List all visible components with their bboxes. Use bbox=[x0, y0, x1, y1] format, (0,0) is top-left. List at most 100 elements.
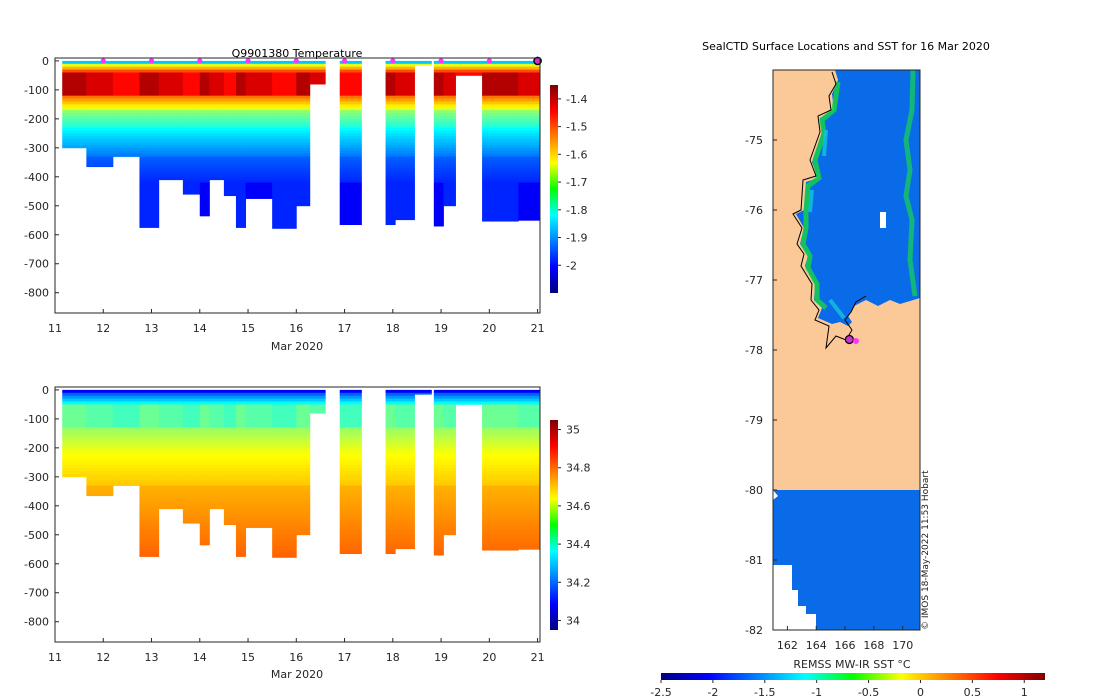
profile-cell bbox=[518, 505, 541, 510]
profile-cell bbox=[245, 439, 273, 443]
sst-colorbar-tick-label: 0 bbox=[917, 686, 924, 699]
profile-cell bbox=[433, 89, 444, 94]
profile-cell bbox=[433, 113, 444, 117]
profile-cell bbox=[482, 453, 519, 457]
profile-cell bbox=[235, 89, 247, 94]
profile-cell bbox=[86, 433, 114, 437]
profile-cell bbox=[86, 473, 114, 478]
profile-cell bbox=[139, 107, 160, 111]
profile-cell bbox=[433, 78, 444, 82]
profile-cell bbox=[182, 95, 201, 99]
profile-cell bbox=[296, 63, 311, 68]
profile-cell bbox=[158, 404, 184, 408]
profile-cell bbox=[385, 552, 396, 555]
profile-cell bbox=[339, 482, 362, 486]
profile-cell bbox=[223, 494, 237, 498]
profile-cell bbox=[296, 404, 311, 408]
profile-cell bbox=[385, 479, 396, 484]
profile-cell bbox=[309, 72, 326, 76]
profile-cell bbox=[296, 156, 311, 160]
profile-cell bbox=[112, 107, 140, 111]
profile-cell bbox=[433, 546, 444, 550]
profile-cell bbox=[339, 150, 362, 155]
profile-cell bbox=[272, 444, 297, 449]
profile-cell bbox=[158, 176, 184, 181]
profile-cell bbox=[223, 415, 237, 420]
profile-cell bbox=[158, 150, 184, 155]
profile-cell bbox=[339, 418, 362, 423]
profile-cell bbox=[182, 162, 201, 166]
profile-cell bbox=[182, 133, 201, 137]
profile-cell bbox=[199, 208, 210, 212]
profile-cell bbox=[182, 500, 201, 504]
profile-cell bbox=[158, 165, 184, 169]
profile-cell bbox=[86, 427, 114, 431]
profile-cell bbox=[62, 113, 87, 117]
profile-cell bbox=[182, 436, 201, 440]
profile-cell bbox=[112, 459, 140, 463]
y-tick-label: -400 bbox=[24, 171, 49, 184]
x-tick-label: 15 bbox=[241, 651, 255, 664]
profile-cell bbox=[443, 410, 456, 414]
profile-cell bbox=[272, 144, 297, 149]
profile-cell bbox=[339, 168, 362, 172]
profile-cell bbox=[395, 205, 415, 210]
profile-cell bbox=[199, 447, 210, 452]
profile-cell bbox=[482, 407, 519, 411]
profile-cell bbox=[223, 179, 237, 184]
profile-cell bbox=[433, 552, 444, 556]
profile-cell bbox=[272, 531, 297, 536]
profile-cell bbox=[209, 66, 225, 70]
profile-cell bbox=[272, 173, 297, 178]
x-tick-label: 14 bbox=[193, 322, 207, 335]
profile-cell bbox=[518, 92, 541, 97]
profile-cell bbox=[339, 220, 362, 224]
profile-cell bbox=[112, 130, 140, 134]
profile-cell bbox=[139, 471, 160, 475]
profile-cell bbox=[209, 407, 225, 411]
profile-cell bbox=[385, 500, 396, 504]
profile-cell bbox=[296, 462, 311, 466]
profile-cell bbox=[235, 444, 247, 449]
profile-cell bbox=[139, 223, 160, 227]
profile-cell bbox=[272, 191, 297, 195]
profile-cell bbox=[385, 485, 396, 489]
profile-cell bbox=[339, 217, 362, 221]
profile-cell bbox=[482, 540, 519, 544]
profile-cell bbox=[235, 430, 247, 434]
surface-marker bbox=[197, 58, 203, 64]
profile-cell bbox=[385, 404, 396, 408]
x-tick-label: 18 bbox=[386, 322, 400, 335]
profile-cell bbox=[245, 502, 273, 507]
profile-cell bbox=[395, 514, 415, 518]
profile-cell bbox=[199, 511, 210, 515]
profile-cell bbox=[296, 78, 311, 82]
profile-cell bbox=[272, 528, 297, 533]
profile-cell bbox=[482, 526, 519, 530]
profile-cell bbox=[385, 517, 396, 521]
profile-cell bbox=[443, 465, 456, 469]
profile-cell bbox=[339, 502, 362, 507]
profile-cell bbox=[139, 543, 160, 547]
profile-cell bbox=[235, 413, 247, 417]
profile-cell bbox=[385, 450, 396, 455]
profile-cell bbox=[395, 404, 415, 408]
profile-cell bbox=[62, 424, 87, 428]
profile-cell bbox=[395, 540, 415, 544]
profile-cell bbox=[112, 447, 140, 452]
y-tick-label: -100 bbox=[24, 84, 49, 97]
profile-cell bbox=[433, 95, 444, 99]
y-tick-label: 0 bbox=[42, 384, 49, 397]
profile-cell bbox=[209, 147, 225, 152]
profile-cell bbox=[482, 401, 519, 405]
profile-cell bbox=[433, 168, 444, 172]
profile-cell bbox=[245, 101, 273, 105]
profile-cell bbox=[518, 89, 541, 94]
profile-cell bbox=[209, 118, 225, 123]
profile-cell bbox=[296, 459, 311, 463]
profile-cell bbox=[518, 485, 541, 489]
profile-cell bbox=[443, 60, 456, 65]
profile-cell bbox=[272, 523, 297, 527]
profile-cell bbox=[443, 78, 456, 82]
profile-cell bbox=[296, 433, 311, 437]
